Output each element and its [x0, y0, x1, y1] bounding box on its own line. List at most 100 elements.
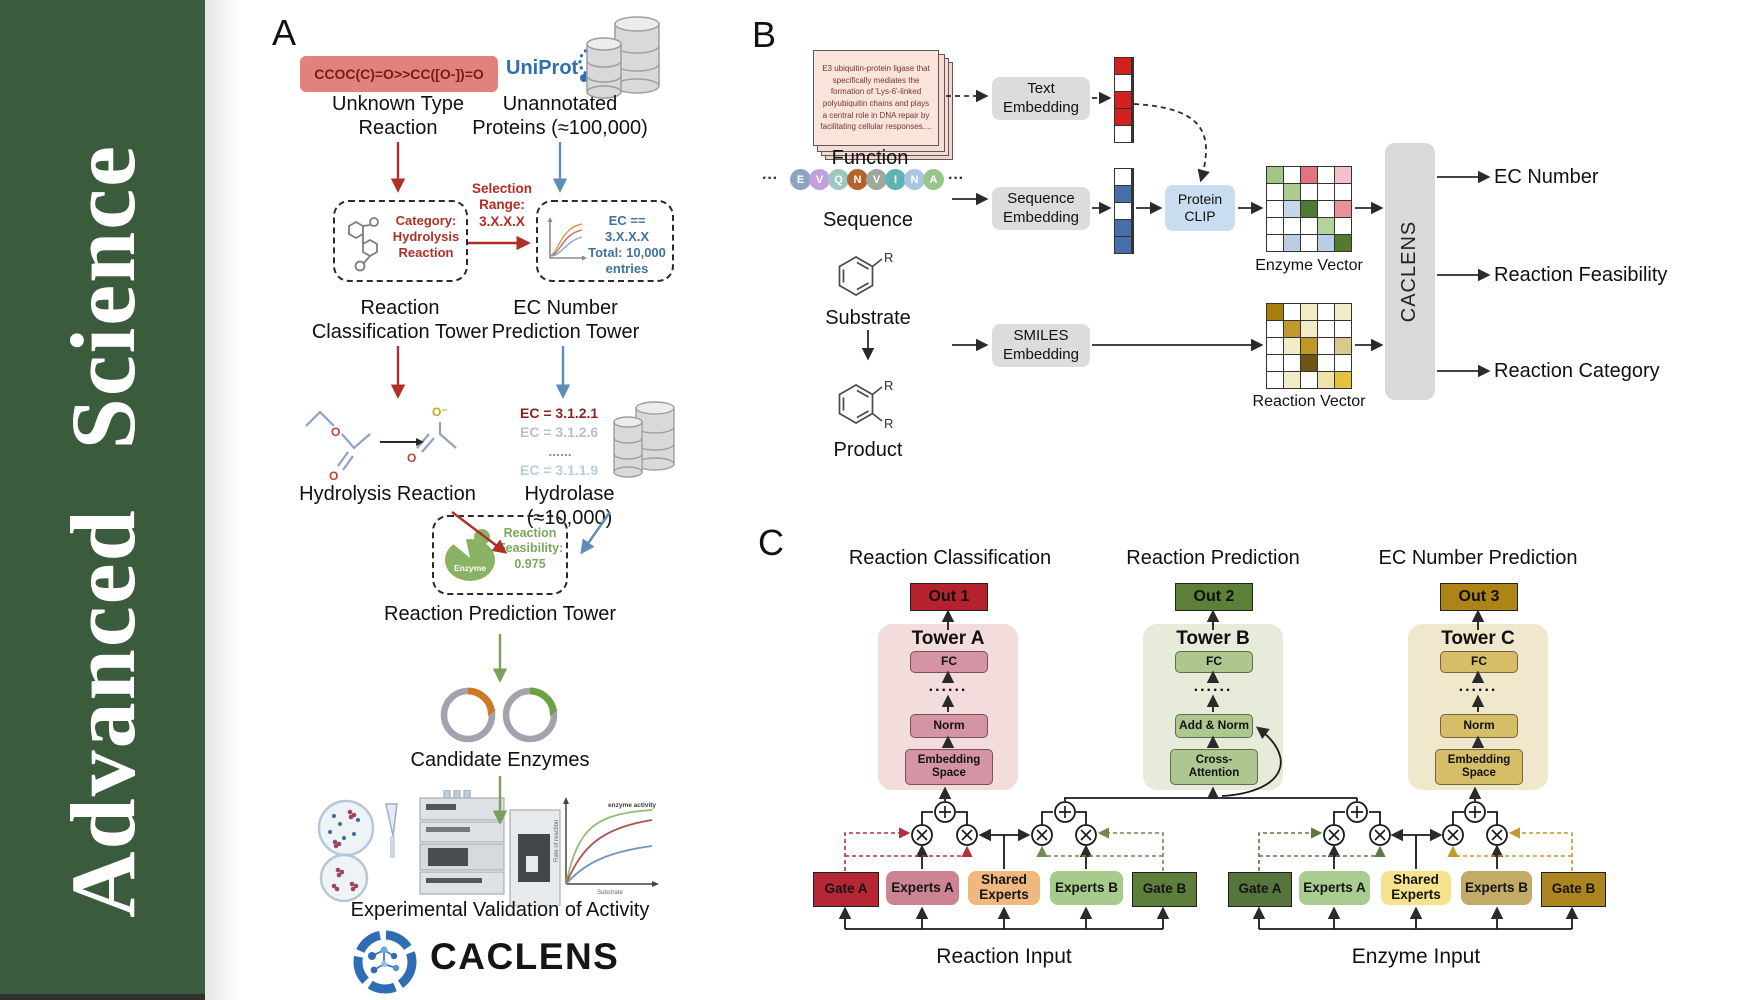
matrix-cell [1267, 218, 1283, 234]
matrix-cell [1318, 184, 1334, 200]
unannotated-proteins-label: Unannotated Proteins (≈100,000) [472, 93, 648, 140]
tower-a-dots: ...... [928, 678, 968, 695]
matrix-cell [1284, 184, 1300, 200]
tower-c-embedding-space: Embedding Space [1435, 749, 1523, 785]
matrix-cell [1301, 321, 1317, 337]
ec-item: EC = 3.1.2.1 [520, 405, 599, 421]
curve-plot-icon [547, 217, 587, 261]
vector-cell [1115, 237, 1131, 253]
sequence-ellipsis: ··· [762, 170, 778, 187]
uniprot-logo-text: UniProt [506, 57, 579, 79]
output-ec-number: EC Number [1494, 166, 1599, 188]
function-card: E3 ubiquitin-protein ligase that specifi… [813, 50, 939, 146]
matrix-cell [1284, 201, 1300, 217]
matrix-cell [1301, 184, 1317, 200]
caclens-logo-icon [353, 930, 417, 994]
matrix-cell [1284, 321, 1300, 337]
svg-text:O: O [329, 469, 338, 482]
reaction-category-box [333, 200, 468, 282]
title-ec-number-prediction: EC Number Prediction [1378, 547, 1578, 569]
experimental-validation-label: Experimental Validation of Activity [350, 899, 650, 921]
smiles-embedding-box: SMILES Embedding [992, 324, 1090, 367]
candidate-enzymes-label: Candidate Enzymes [410, 749, 590, 771]
matrix-cell [1335, 338, 1351, 354]
svg-text:O: O [331, 425, 340, 439]
reaction-molecules-icon: O O O O⁻ [305, 405, 457, 482]
ec-filter-box [536, 200, 674, 282]
activity-ylabel: Rate of reaction [554, 820, 560, 862]
unknown-reaction-label: Unknown Type Reaction [332, 93, 464, 140]
matrix-cell [1318, 218, 1334, 234]
tower-c-title: Tower C [1441, 628, 1515, 649]
sequence-residue: I [885, 169, 906, 190]
sequence-residue: E [790, 169, 811, 190]
reaction-vector-label: Reaction Vector [1252, 393, 1366, 410]
tower-b-add-norm: Add & Norm [1175, 714, 1253, 738]
journal-title: Advanced Science [52, 144, 154, 918]
matrix-cell [1284, 338, 1300, 354]
matrix-cell [1267, 338, 1283, 354]
matrix-cell [1284, 167, 1300, 183]
selection-range-label: Selection Range: 3.X.X.X [471, 181, 533, 229]
petri-dish-icon [317, 799, 398, 902]
matrix-cell [1267, 184, 1283, 200]
matrix-cell [1318, 338, 1334, 354]
output-reaction-category: Reaction Category [1494, 360, 1660, 382]
ec-item: EC = 3.1.2.6 [520, 424, 599, 440]
matrix-cell [1267, 167, 1283, 183]
text-embedding-vector [1114, 57, 1134, 143]
ec-number-prediction-tower-label: EC Number Prediction Tower [491, 297, 640, 344]
benzene-product-icon: R R [838, 378, 893, 431]
caclens-brand-text: CACLENS [430, 936, 620, 977]
vector-cell [1115, 186, 1131, 202]
matrix-cell [1267, 321, 1283, 337]
title-reaction-prediction: Reaction Prediction [1126, 547, 1300, 569]
panel-a-label: A [272, 12, 297, 53]
reaction-classification-tower-label: Reaction Classification Tower [311, 297, 489, 344]
enzyme-badge-text: Enzyme [454, 563, 486, 573]
sequence-embedding-vector [1114, 168, 1134, 254]
activity-xlabel: Substrate [597, 890, 623, 896]
ec-item: EC = 3.1.1.9 [520, 462, 599, 478]
vector-cell [1115, 109, 1131, 125]
svg-text:O: O [407, 451, 416, 465]
enzyme-gate-b: Gate B [1541, 872, 1606, 907]
r-group-label: R [884, 250, 893, 265]
molecule-icon [348, 217, 379, 272]
reaction-gate-a: Gate A [813, 872, 879, 907]
matrix-cell [1267, 372, 1283, 388]
output-reaction-feasibility: Reaction Feasibility [1494, 264, 1668, 286]
matrix-cell [1318, 201, 1334, 217]
tower-a-norm: Norm [910, 714, 988, 738]
matrix-cell [1335, 355, 1351, 371]
matrix-cell [1301, 338, 1317, 354]
panel-c-label: C [758, 522, 784, 563]
tower-c-fc: FC [1440, 651, 1518, 673]
sequence-ellipsis: ··· [948, 170, 964, 187]
moe-operator-nodes [911, 801, 1508, 846]
protein-clip-box: Protein CLIP [1165, 185, 1235, 231]
tower-a-title: Tower A [911, 628, 985, 649]
tower-a-fc: FC [910, 651, 988, 673]
benzene-substrate-icon: R [838, 250, 893, 296]
function-label: Function [831, 147, 909, 169]
reaction-input-label: Reaction Input [936, 945, 1072, 968]
matrix-cell [1267, 235, 1283, 251]
reaction-prediction-tower-label: Reaction Prediction Tower [384, 603, 616, 625]
enzyme-vector-label: Enzyme Vector [1255, 257, 1363, 274]
enzyme-input-label: Enzyme Input [1351, 945, 1481, 968]
tower-c-norm: Norm [1440, 714, 1518, 738]
panel-b-label: B [752, 14, 777, 55]
sidebar-bottom-strip [0, 994, 205, 1000]
out2-box: Out 2 [1175, 583, 1253, 611]
matrix-cell [1301, 167, 1317, 183]
smiles-box: CCOC(C)=O>>CC([O-])=O [300, 56, 498, 92]
caclens-block-text: CACLENS [1398, 220, 1421, 323]
tower-a-embedding-space: Embedding Space [905, 749, 993, 785]
matrix-cell [1335, 304, 1351, 320]
tower-b-fc: FC [1175, 651, 1253, 673]
enzyme-experts-b: Experts B [1461, 871, 1532, 905]
category-box-text: Category: Hydrolysis Reaction [392, 213, 460, 260]
vector-cell [1115, 169, 1131, 185]
database-icon [586, 16, 660, 99]
